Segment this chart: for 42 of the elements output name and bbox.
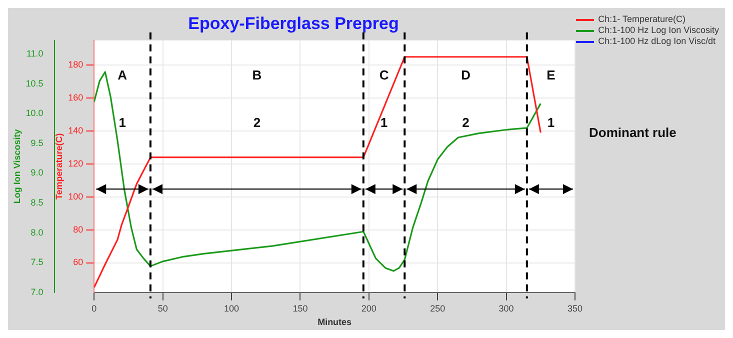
y2-tick-label: 9.5 — [30, 138, 44, 148]
x-tick-label: 300 — [498, 303, 514, 314]
annotation: B — [252, 67, 262, 82]
legend-label: Ch:1- Temperature(C) — [598, 14, 686, 25]
y2-tick-label: 8.0 — [30, 227, 44, 238]
chart-title: Epoxy-Fiberglass Prepreg — [188, 14, 399, 33]
annotation: 2 — [462, 115, 470, 130]
y-axis-title: Temperature(C) — [54, 133, 64, 200]
annotation: 1 — [118, 115, 126, 130]
y2-tick-label: 9.0 — [30, 168, 44, 178]
y2-tick-label: 7.0 — [30, 286, 44, 297]
legend-label: Ch:1-100 Hz Log Ion Viscosity — [598, 25, 719, 36]
annotation: 1 — [547, 115, 555, 130]
x-tick-label: 200 — [361, 303, 376, 314]
x-tick-label: 350 — [567, 303, 583, 314]
x-tick-label: 50 — [158, 303, 168, 314]
annotation: E — [546, 67, 556, 82]
x-tick-label: 100 — [224, 303, 240, 314]
y-tick-label: 80 — [73, 224, 84, 234]
y-tick-label: 140 — [68, 125, 84, 136]
y2-tick-label: 7.5 — [30, 257, 44, 268]
annotation: A — [118, 67, 128, 82]
y2-tick-label: 11.0 — [26, 48, 44, 59]
y-tick-label: 60 — [73, 257, 84, 268]
y2-tick-label: 8.5 — [30, 198, 44, 208]
annotation: 2 — [253, 115, 261, 130]
y-tick-label: 120 — [68, 158, 84, 168]
annotation: C — [379, 67, 390, 82]
x-axis-title: Minutes — [318, 317, 352, 328]
y-tick-label: 180 — [68, 60, 84, 70]
x-tick-label: 0 — [92, 303, 97, 314]
annotation: 1 — [380, 115, 388, 130]
text: Dominant rule — [589, 125, 676, 140]
x-tick-label: 250 — [430, 303, 446, 314]
y-tick-label: 160 — [68, 92, 84, 103]
y-tick-label: 100 — [68, 191, 84, 202]
legend-label: Ch:1-100 Hz dLog Ion Visc/dt — [598, 36, 716, 47]
annotation: D — [461, 67, 470, 82]
x-tick-label: 150 — [292, 303, 308, 314]
y2-tick-label: 10.0 — [26, 108, 44, 118]
y2-tick-label: 10.5 — [26, 78, 44, 88]
y2-axis-title: Log Ion Viscosity — [12, 129, 22, 204]
